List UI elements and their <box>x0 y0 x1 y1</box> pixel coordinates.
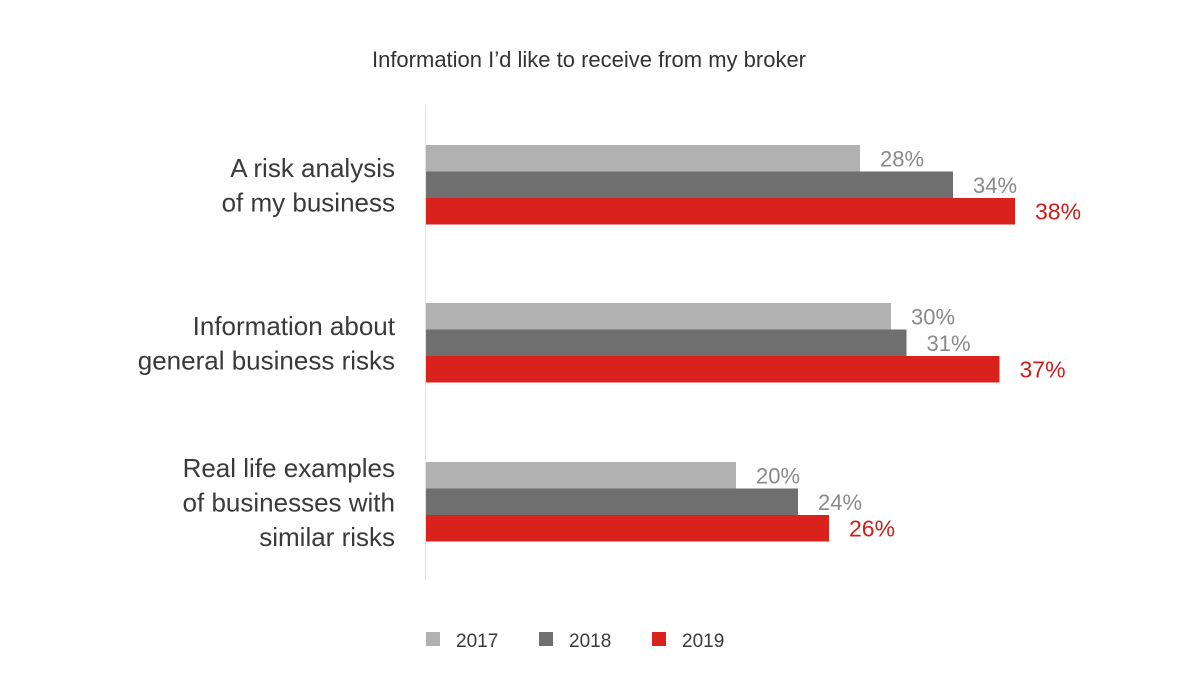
value-label-2019-1: 38% <box>1035 198 1081 224</box>
bar-2018-2 <box>426 329 907 356</box>
value-label-2017-1: 28% <box>880 146 924 171</box>
category-label-3-line-3: similar risks <box>259 522 395 552</box>
bar-2019-2 <box>426 356 1000 383</box>
bar-2017-2 <box>426 303 891 330</box>
value-label-2017-3: 20% <box>756 463 800 488</box>
value-label-2018-1: 34% <box>973 173 1017 198</box>
value-label-2018-2: 31% <box>927 331 971 356</box>
value-label-2018-3: 24% <box>818 490 862 515</box>
bar-2018-1 <box>426 171 953 198</box>
category-label-3-line-2: of businesses with <box>183 487 395 517</box>
legend-label-2019: 2019 <box>682 631 724 652</box>
chart-title: Information I’d like to receive from my … <box>372 47 806 72</box>
category-label-3-line-1: Real life examples <box>183 453 395 483</box>
bar-2019-1 <box>426 198 1015 225</box>
legend-label-2017: 2017 <box>456 631 498 652</box>
category-label-2-line-1: Information about <box>193 311 396 341</box>
legend-swatch-2018 <box>539 632 553 646</box>
legend-label-2018: 2018 <box>569 631 611 652</box>
legend: 2017 2018 2019 <box>426 631 724 652</box>
legend-swatch-2017 <box>426 632 440 646</box>
legend-swatch-2019 <box>652 632 666 646</box>
bar-2019-3 <box>426 515 829 542</box>
value-label-2017-2: 30% <box>911 304 955 329</box>
category-label-1-line-2: of my business <box>222 188 395 218</box>
value-label-2019-2: 37% <box>1020 356 1066 382</box>
bar-2018-3 <box>426 488 798 515</box>
bar-2017-3 <box>426 462 736 489</box>
category-label-2-line-2: general business risks <box>138 346 395 376</box>
bar-2017-1 <box>426 145 860 172</box>
category-label-1-line-1: A risk analysis <box>230 153 395 183</box>
category-labels: A risk analysis of my business Information… <box>138 153 396 552</box>
bars-group: 28% 30% 20% 34% 31% 24% 38% 37% 26% <box>426 145 1081 542</box>
value-label-2019-3: 26% <box>849 515 895 541</box>
